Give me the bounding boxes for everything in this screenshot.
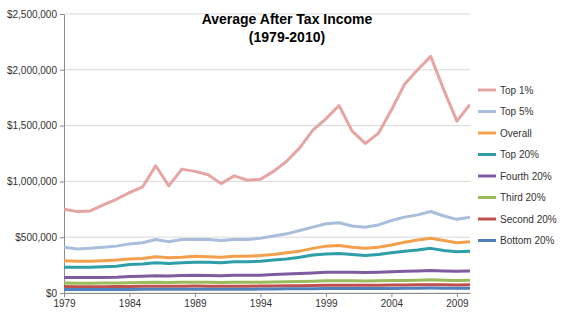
- x-tick-label: 1979: [53, 298, 76, 309]
- series-line: [64, 248, 470, 267]
- x-tick-label: 2009: [446, 298, 469, 309]
- x-tick: 2004: [381, 293, 404, 309]
- legend: Top 1% Top 5% Overall Top 20% Fourth 20% Thir…: [478, 85, 557, 247]
- x-tick: 2009: [446, 293, 469, 309]
- legend-label: Second 20%: [500, 214, 557, 225]
- lines: [64, 56, 470, 289]
- series-line: [64, 56, 470, 211]
- x-tick-mark: [260, 293, 261, 297]
- y-tick-label: $2,500,000: [7, 9, 57, 20]
- x-tick: 1989: [184, 293, 207, 309]
- legend-swatch: [478, 175, 496, 178]
- legend-label: Top 1%: [500, 85, 533, 96]
- grid-line: [64, 181, 470, 182]
- x-axis-line: [65, 293, 471, 294]
- x-tick-mark: [129, 293, 130, 297]
- grid: [64, 14, 470, 293]
- x-tick-mark: [64, 293, 65, 297]
- legend-swatch: [478, 196, 496, 199]
- title: Average After Tax Income: [202, 11, 373, 27]
- legend-label: Third 20%: [500, 192, 546, 203]
- x-tick-mark: [195, 293, 196, 297]
- legend-swatch: [478, 153, 496, 156]
- y-axis: $0 $500,000 $1,000,000 $1,500,000 $2,000,000…: [7, 9, 65, 299]
- series-line: [64, 280, 470, 283]
- y-tick: $2,500,000: [7, 9, 64, 20]
- x-axis: 1979 1984 1989 1994 1999 2004 2009: [53, 293, 470, 309]
- grid-line: [64, 293, 470, 294]
- series-line: [64, 285, 470, 287]
- legend-swatch: [478, 132, 496, 135]
- legend-label: Fourth 20%: [500, 171, 552, 182]
- series-line: [64, 288, 470, 289]
- series-line: [64, 212, 470, 249]
- grid-line: [64, 125, 470, 126]
- y-tick-label: $500,000: [15, 232, 57, 243]
- x-tick-mark: [326, 293, 327, 297]
- grid-line: [64, 69, 470, 70]
- series-line: [64, 270, 470, 277]
- y-tick-label: $2,000,000: [7, 65, 57, 76]
- y-tick-mark: [60, 293, 64, 294]
- chart: $0 $500,000 $1,000,000 $1,500,000 $2,000,000…: [0, 0, 577, 316]
- x-tick-label: 1989: [184, 298, 207, 309]
- y-tick: $1,500,000: [7, 120, 64, 131]
- y-tick-label: $0: [46, 288, 58, 299]
- y-tick-label: $1,000,000: [7, 176, 57, 187]
- x-tick-label: 1994: [250, 298, 273, 309]
- legend-label: Top 5%: [500, 106, 533, 117]
- legend-label: Bottom 20%: [500, 235, 555, 246]
- y-tick: $500,000: [15, 232, 64, 243]
- y-tick: $0: [46, 288, 64, 299]
- legend-swatch: [478, 89, 496, 92]
- y-tick-mark: [60, 70, 64, 71]
- y-tick-mark: [60, 237, 64, 238]
- x-tick-label: 1984: [119, 298, 142, 309]
- x-tick-label: 1999: [315, 298, 338, 309]
- x-tick: 1979: [53, 293, 76, 309]
- legend-swatch: [478, 239, 496, 242]
- x-tick: 1994: [250, 293, 273, 309]
- x-tick: 1984: [119, 293, 142, 309]
- y-tick-mark: [60, 126, 64, 127]
- x-tick-mark: [391, 293, 392, 297]
- legend-swatch: [478, 218, 496, 221]
- legend-label: Overall: [500, 128, 532, 139]
- x-tick: 1999: [315, 293, 338, 309]
- y-tick-mark: [60, 14, 64, 15]
- y-tick: $1,000,000: [7, 176, 64, 187]
- y-axis-line: [64, 15, 65, 294]
- subtitle: (1979-2010): [249, 29, 325, 45]
- x-tick-label: 2004: [381, 298, 404, 309]
- y-tick: $2,000,000: [7, 65, 64, 76]
- y-tick-mark: [60, 181, 64, 182]
- legend-swatch: [478, 110, 496, 113]
- y-tick-label: $1,500,000: [7, 120, 57, 131]
- legend-label: Top 20%: [500, 149, 539, 160]
- x-tick-mark: [457, 293, 458, 297]
